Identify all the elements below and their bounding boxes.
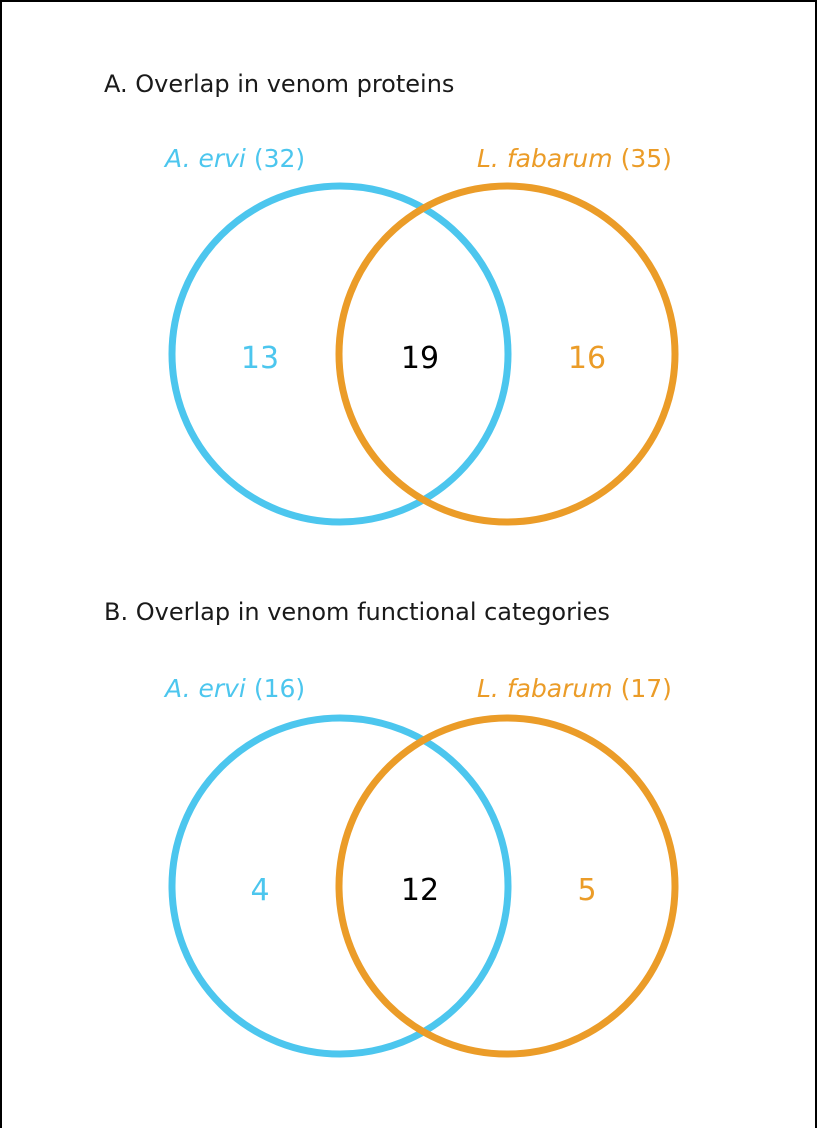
panel-a-right-species: L. fabarum	[477, 144, 613, 173]
panel-b-right-species: L. fabarum	[477, 674, 613, 703]
panel-a-right-total: (35)	[621, 144, 672, 173]
panel-a-left-label: A. ervi (32)	[163, 144, 305, 173]
panel-a-right-label: L. fabarum (35)	[477, 144, 672, 173]
panel-a-a-ervi-only-count: 13	[241, 341, 279, 376]
panel-b-right-label: L. fabarum (17)	[477, 674, 672, 703]
panel-a-l-fabarum-circle	[335, 182, 679, 526]
panel-b-l-fabarum-circle	[335, 714, 679, 1058]
panel-b-left-total: (16)	[254, 674, 305, 703]
panel-a-title: A. Overlap in venom proteins	[104, 70, 454, 98]
panel-b-a-ervi-only-count: 4	[250, 873, 269, 908]
panel-b-right-total: (17)	[621, 674, 672, 703]
panel-b-l-fabarum-only-count: 5	[577, 873, 596, 908]
panel-a-shared-count: 19	[401, 341, 439, 376]
panel-b-left-label: A. ervi (16)	[163, 674, 305, 703]
panel-a-a-ervi-circle	[168, 182, 512, 526]
panel-a-left-total: (32)	[254, 144, 305, 173]
panel-a-l-fabarum-only-count: 16	[568, 341, 606, 376]
panel-a-left-species: A. ervi	[163, 144, 246, 173]
panel-b-left-species: A. ervi	[163, 674, 246, 703]
panel-b: B. Overlap in venom functional categorie…	[104, 598, 679, 1058]
panel-b-title: B. Overlap in venom functional categorie…	[104, 598, 610, 626]
panel-b-shared-count: 12	[401, 873, 439, 908]
panel-a: A. Overlap in venom proteins A. ervi (32…	[104, 70, 679, 526]
panel-b-a-ervi-circle	[168, 714, 512, 1058]
